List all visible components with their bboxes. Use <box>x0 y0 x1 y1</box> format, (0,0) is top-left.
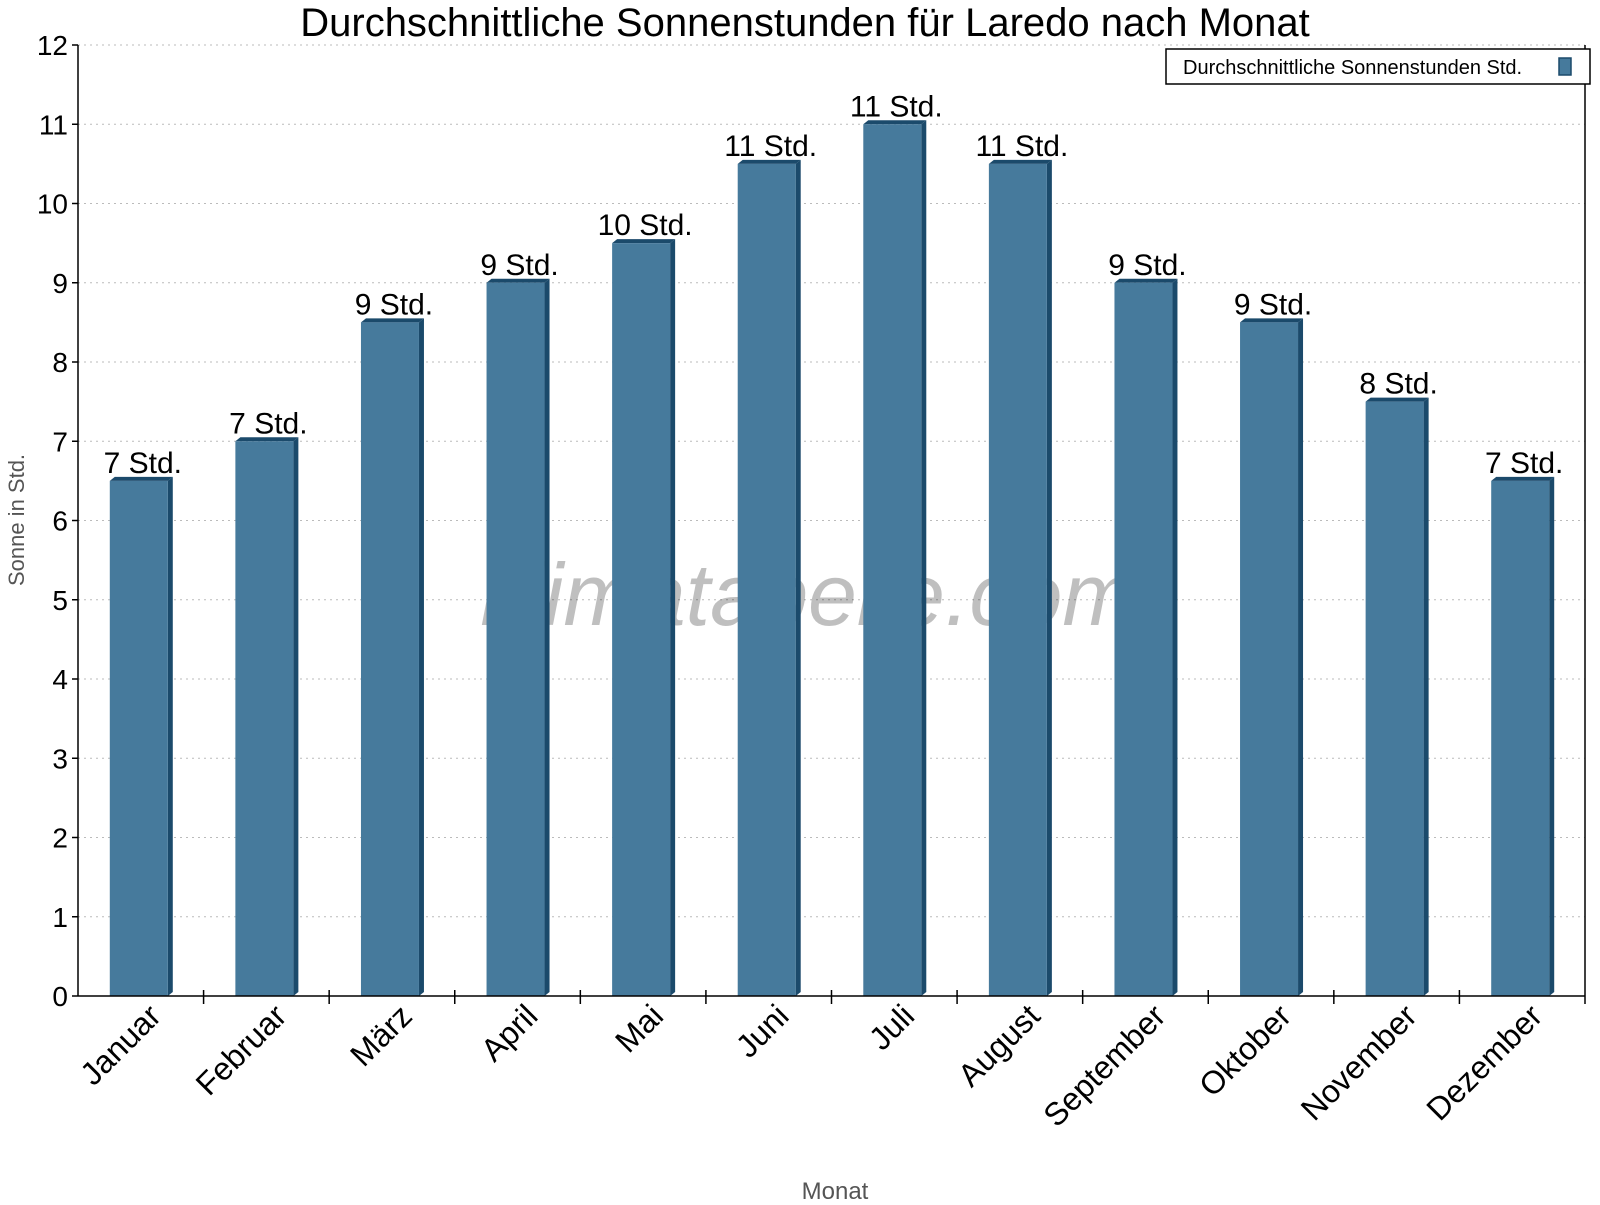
y-tick-label: 0 <box>52 981 68 1012</box>
bar-top <box>1365 397 1429 402</box>
x-tick-label: Juni <box>729 997 796 1064</box>
data-label: 8 Std. <box>1359 368 1437 401</box>
y-tick-label: 7 <box>52 426 68 457</box>
x-tick-label: Januar <box>73 997 168 1092</box>
bar-side <box>544 278 550 996</box>
x-tick-label: Mai <box>608 997 670 1059</box>
bar <box>737 163 796 996</box>
bar-top <box>1240 318 1304 323</box>
bar <box>109 480 168 996</box>
data-label: 9 Std. <box>1234 288 1312 321</box>
x-tick-label: März <box>343 997 419 1073</box>
bar-top <box>988 159 1052 164</box>
bar-top <box>1114 278 1178 283</box>
x-tick-label: August <box>951 997 1047 1093</box>
y-tick-label: 6 <box>52 506 68 537</box>
x-tick-label: Dezember <box>1419 997 1549 1127</box>
bar <box>486 282 545 996</box>
bar-side <box>167 476 173 996</box>
y-tick-label: 8 <box>52 347 68 378</box>
bar-top <box>863 120 927 125</box>
data-label: 7 Std. <box>1485 447 1563 480</box>
x-axis-title: Monat <box>802 1178 869 1200</box>
x-tick-label: Juli <box>862 997 921 1056</box>
data-label: 9 Std. <box>355 288 433 321</box>
bar <box>1240 322 1299 996</box>
data-label: 9 Std. <box>1108 249 1186 282</box>
bar-side <box>1298 318 1304 996</box>
legend-swatch <box>1558 57 1572 76</box>
bar-side <box>1172 278 1178 996</box>
x-tick-label: Februar <box>189 997 294 1102</box>
bar-top <box>612 239 676 244</box>
data-label: 9 Std. <box>480 249 558 282</box>
y-tick-label: 2 <box>52 823 68 854</box>
bar-side <box>795 159 801 996</box>
bar-top <box>109 476 173 481</box>
data-label: 11 Std. <box>850 90 943 123</box>
y-tick-label: 12 <box>37 30 68 61</box>
data-label: 7 Std. <box>104 447 182 480</box>
bar-top <box>1491 476 1555 481</box>
data-label: 7 Std. <box>229 407 307 440</box>
bar <box>1365 401 1424 996</box>
bar <box>863 124 922 996</box>
bar-side <box>418 318 424 996</box>
chart-title: Durchschnittliche Sonnenstunden für Lare… <box>300 1 1310 45</box>
bar <box>1491 480 1550 996</box>
bar <box>988 163 1047 996</box>
bar <box>1114 282 1173 996</box>
y-tick-label: 10 <box>37 189 68 220</box>
bar <box>360 322 419 996</box>
y-tick-label: 11 <box>39 109 68 140</box>
y-tick-label: 5 <box>52 585 68 616</box>
bar-top <box>360 318 424 323</box>
y-tick-label: 4 <box>52 664 68 695</box>
bar-top <box>737 159 801 164</box>
bar <box>235 441 294 996</box>
data-label: 11 Std. <box>724 130 817 163</box>
bar-side <box>921 120 927 996</box>
bar-side <box>670 239 676 996</box>
x-tick-label: Oktober <box>1192 997 1298 1103</box>
x-tick-label: November <box>1294 997 1424 1127</box>
bar-side <box>293 437 299 996</box>
bar-side <box>1423 397 1429 996</box>
x-tick-label: September <box>1036 997 1172 1133</box>
bar-top <box>235 437 299 442</box>
bar <box>612 243 671 996</box>
legend: Durchschnittliche Sonnenstunden Std. <box>1165 48 1591 85</box>
bar-side <box>1046 159 1052 996</box>
data-label: 10 Std. <box>598 209 693 242</box>
data-label: 11 Std. <box>975 130 1068 163</box>
y-tick-label: 3 <box>52 743 68 774</box>
y-tick-label: 9 <box>52 268 68 299</box>
legend-label: Durchschnittliche Sonnenstunden Std. <box>1183 57 1522 79</box>
bar-top <box>486 278 550 283</box>
legend-box <box>1165 48 1591 85</box>
y-axis-title: Sonne in Std. <box>4 454 29 586</box>
bar-side <box>1549 476 1555 996</box>
x-tick-label: April <box>474 997 545 1068</box>
y-tick-label: 1 <box>52 902 68 933</box>
